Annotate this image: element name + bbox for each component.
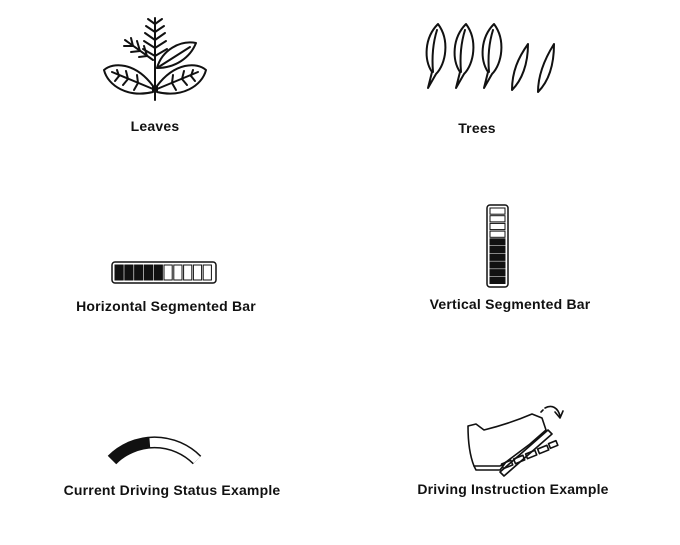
horizontal-bar-label: Horizontal Segmented Bar — [76, 298, 256, 314]
vertical-bar-item: Vertical Segmented Bar — [340, 180, 680, 330]
vertical-bar-segment — [489, 269, 506, 277]
vertical-segmented-bar-icon — [486, 204, 509, 288]
leaves-item: Leaves — [0, 0, 340, 150]
horizontal-bar-segment — [183, 264, 193, 281]
horizontal-bar-segment — [134, 264, 144, 281]
horizontal-bar-segment — [202, 264, 212, 281]
pedal-press-icon — [467, 405, 564, 477]
trees-label: Trees — [458, 120, 496, 136]
horizontal-bar-segment — [192, 264, 203, 281]
vertical-bar-label: Vertical Segmented Bar — [429, 296, 591, 312]
horizontal-bar-item: Horizontal Segmented Bar — [0, 180, 340, 330]
vertical-bar-segment — [489, 207, 506, 215]
vertical-bar-segment — [489, 253, 506, 261]
vertical-bar-segment — [489, 222, 506, 231]
leaves-icon — [103, 17, 207, 101]
vertical-bar-segment — [489, 246, 506, 254]
driving-instruction-label: Driving Instruction Example — [417, 481, 609, 497]
driving-status-item: Current Driving Status Example — [0, 390, 340, 545]
vertical-bar-segment — [489, 261, 506, 269]
horizontal-bar-segment — [124, 264, 134, 281]
horizontal-bar-segment — [163, 264, 173, 281]
leaves-label: Leaves — [130, 118, 180, 134]
horizontal-bar-segment — [153, 264, 163, 281]
horizontal-segmented-bar-icon — [111, 261, 217, 284]
horizontal-bar-segment — [173, 264, 183, 281]
vertical-bar-segment — [489, 215, 506, 223]
vertical-bar-segment — [489, 276, 506, 285]
driving-instruction-item: Driving Instruction Example — [340, 390, 680, 545]
horizontal-bar-segment — [114, 264, 124, 281]
trees-icon — [425, 23, 555, 93]
vertical-bar-segment — [489, 238, 506, 246]
vertical-bar-segment — [489, 230, 506, 238]
driving-status-arc-icon — [107, 436, 202, 465]
trees-item: Trees — [340, 0, 680, 150]
horizontal-bar-segment — [143, 264, 154, 281]
driving-status-label: Current Driving Status Example — [63, 482, 281, 498]
